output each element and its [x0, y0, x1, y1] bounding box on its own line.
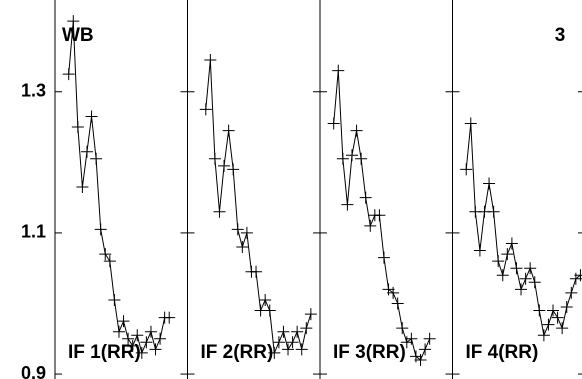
panel-label: IF 1(RR) — [68, 342, 141, 363]
point-marker — [80, 145, 93, 158]
point-marker — [99, 248, 112, 261]
point-marker — [560, 301, 573, 314]
point-marker — [259, 293, 272, 306]
point-marker — [487, 205, 500, 218]
point-marker — [163, 311, 176, 324]
annotation: 3 — [555, 25, 566, 46]
point-marker — [126, 339, 139, 352]
point-marker — [76, 181, 89, 194]
point-marker — [528, 276, 541, 289]
point-marker — [405, 332, 418, 345]
point-marker — [505, 237, 518, 250]
point-marker — [90, 152, 103, 165]
point-marker — [396, 322, 409, 335]
point-marker — [519, 272, 532, 285]
panel-label: IF 2(RR) — [201, 342, 274, 363]
y-tick-label: 1.3 — [21, 81, 46, 101]
point-marker — [496, 269, 509, 282]
point-marker — [515, 283, 528, 296]
point-marker — [551, 311, 564, 324]
point-marker — [62, 68, 75, 81]
point-marker — [501, 248, 514, 261]
point-marker — [108, 293, 121, 306]
point-marker — [112, 325, 125, 338]
panel-label: IF 3(RR) — [333, 342, 406, 363]
point-marker — [231, 223, 244, 236]
point-marker — [131, 329, 144, 342]
point-marker — [208, 152, 221, 165]
point-marker — [227, 163, 240, 176]
point-marker — [460, 163, 473, 176]
point-marker — [149, 343, 162, 356]
point-marker — [71, 121, 84, 134]
point-marker — [359, 191, 372, 204]
point-marker — [556, 322, 569, 335]
point-marker — [85, 110, 98, 123]
point-marker — [122, 332, 135, 345]
point-marker — [423, 332, 436, 345]
point-marker — [154, 332, 167, 345]
series-line — [205, 59, 312, 355]
point-marker — [345, 149, 358, 162]
point-marker — [464, 117, 477, 130]
point-marker — [240, 226, 253, 239]
point-marker — [291, 325, 304, 338]
point-marker — [355, 152, 368, 165]
point-marker — [327, 117, 340, 130]
point-marker — [213, 205, 226, 218]
point-marker — [222, 124, 235, 137]
point-marker — [387, 286, 400, 299]
point-marker — [277, 325, 290, 338]
point-marker — [473, 244, 486, 257]
point-marker — [282, 343, 295, 356]
point-marker — [414, 353, 427, 366]
point-marker — [547, 304, 560, 317]
point-marker — [144, 325, 157, 338]
point-marker — [533, 304, 546, 317]
point-marker — [510, 262, 523, 275]
point-marker — [272, 336, 285, 349]
point-marker — [574, 269, 582, 282]
point-marker — [140, 336, 153, 349]
point-marker — [103, 255, 116, 268]
point-marker — [341, 198, 354, 211]
point-marker — [377, 251, 390, 264]
point-marker — [218, 159, 231, 172]
point-marker — [364, 219, 377, 232]
point-marker — [350, 124, 363, 137]
point-marker — [67, 15, 80, 28]
annotation: WB — [62, 25, 94, 46]
y-tick-label: 1.1 — [21, 222, 46, 242]
point-marker — [565, 286, 578, 299]
point-marker — [524, 262, 537, 275]
point-marker — [336, 152, 349, 165]
point-marker — [286, 336, 299, 349]
point-marker — [492, 255, 505, 268]
point-marker — [268, 346, 281, 359]
panel-label: IF 4(RR) — [466, 342, 539, 363]
point-marker — [94, 223, 107, 236]
point-marker — [300, 322, 313, 335]
point-marker — [537, 329, 550, 342]
point-marker — [117, 315, 130, 328]
series-line — [465, 123, 581, 337]
point-marker — [250, 265, 263, 278]
point-marker — [199, 103, 212, 116]
point-marker — [204, 53, 217, 66]
y-tick-label: 0.9 — [21, 363, 46, 379]
point-marker — [542, 318, 555, 331]
point-marker — [391, 297, 404, 310]
point-marker — [332, 64, 345, 77]
point-marker — [304, 308, 317, 321]
point-marker — [483, 177, 496, 190]
point-marker — [373, 209, 386, 222]
point-marker — [419, 343, 432, 356]
point-marker — [295, 343, 308, 356]
point-marker — [236, 241, 249, 254]
point-marker — [135, 346, 148, 359]
series-line — [333, 70, 431, 361]
point-marker — [263, 304, 276, 317]
